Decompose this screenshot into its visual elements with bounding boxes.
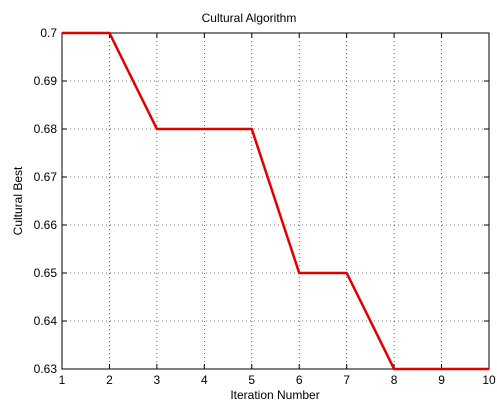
x-tick-label: 8 [391,373,398,387]
y-tick-label: 0.68 [34,122,58,136]
series-group [62,31,489,371]
y-tick-label: 0.65 [34,266,58,280]
x-tick-label: 9 [438,373,445,387]
y-tick-label: 0.66 [34,218,58,232]
x-tick-label: 1 [59,373,66,387]
y-tick-label: 0.67 [34,170,58,184]
x-tick-label: 6 [296,373,303,387]
y-axis-label: Cultural Best [11,166,25,235]
y-tick-label: 0.64 [34,314,58,328]
x-tick-label: 4 [201,373,208,387]
x-tick-label: 3 [154,373,161,387]
x-tick-label: 5 [248,373,255,387]
y-tick-label: 0.63 [34,362,58,376]
chart-title: Cultural Algorithm [202,11,297,25]
axis-ticks: 1 2 3 4 5 6 7 8 9 10 0.63 0.64 0.65 0.66 0.67 0.68 0.69 0… [34,26,496,387]
series-line [62,31,489,371]
x-tick-label: 10 [482,373,496,387]
plot-area [61,32,490,370]
y-tick-label: 0.7 [40,26,57,40]
x-axis-label: Iteration Number [230,388,319,402]
x-tick-label: 2 [106,373,113,387]
y-tick-label: 0.69 [34,74,58,88]
grid-lines [62,33,489,369]
x-tick-label: 7 [343,373,350,387]
